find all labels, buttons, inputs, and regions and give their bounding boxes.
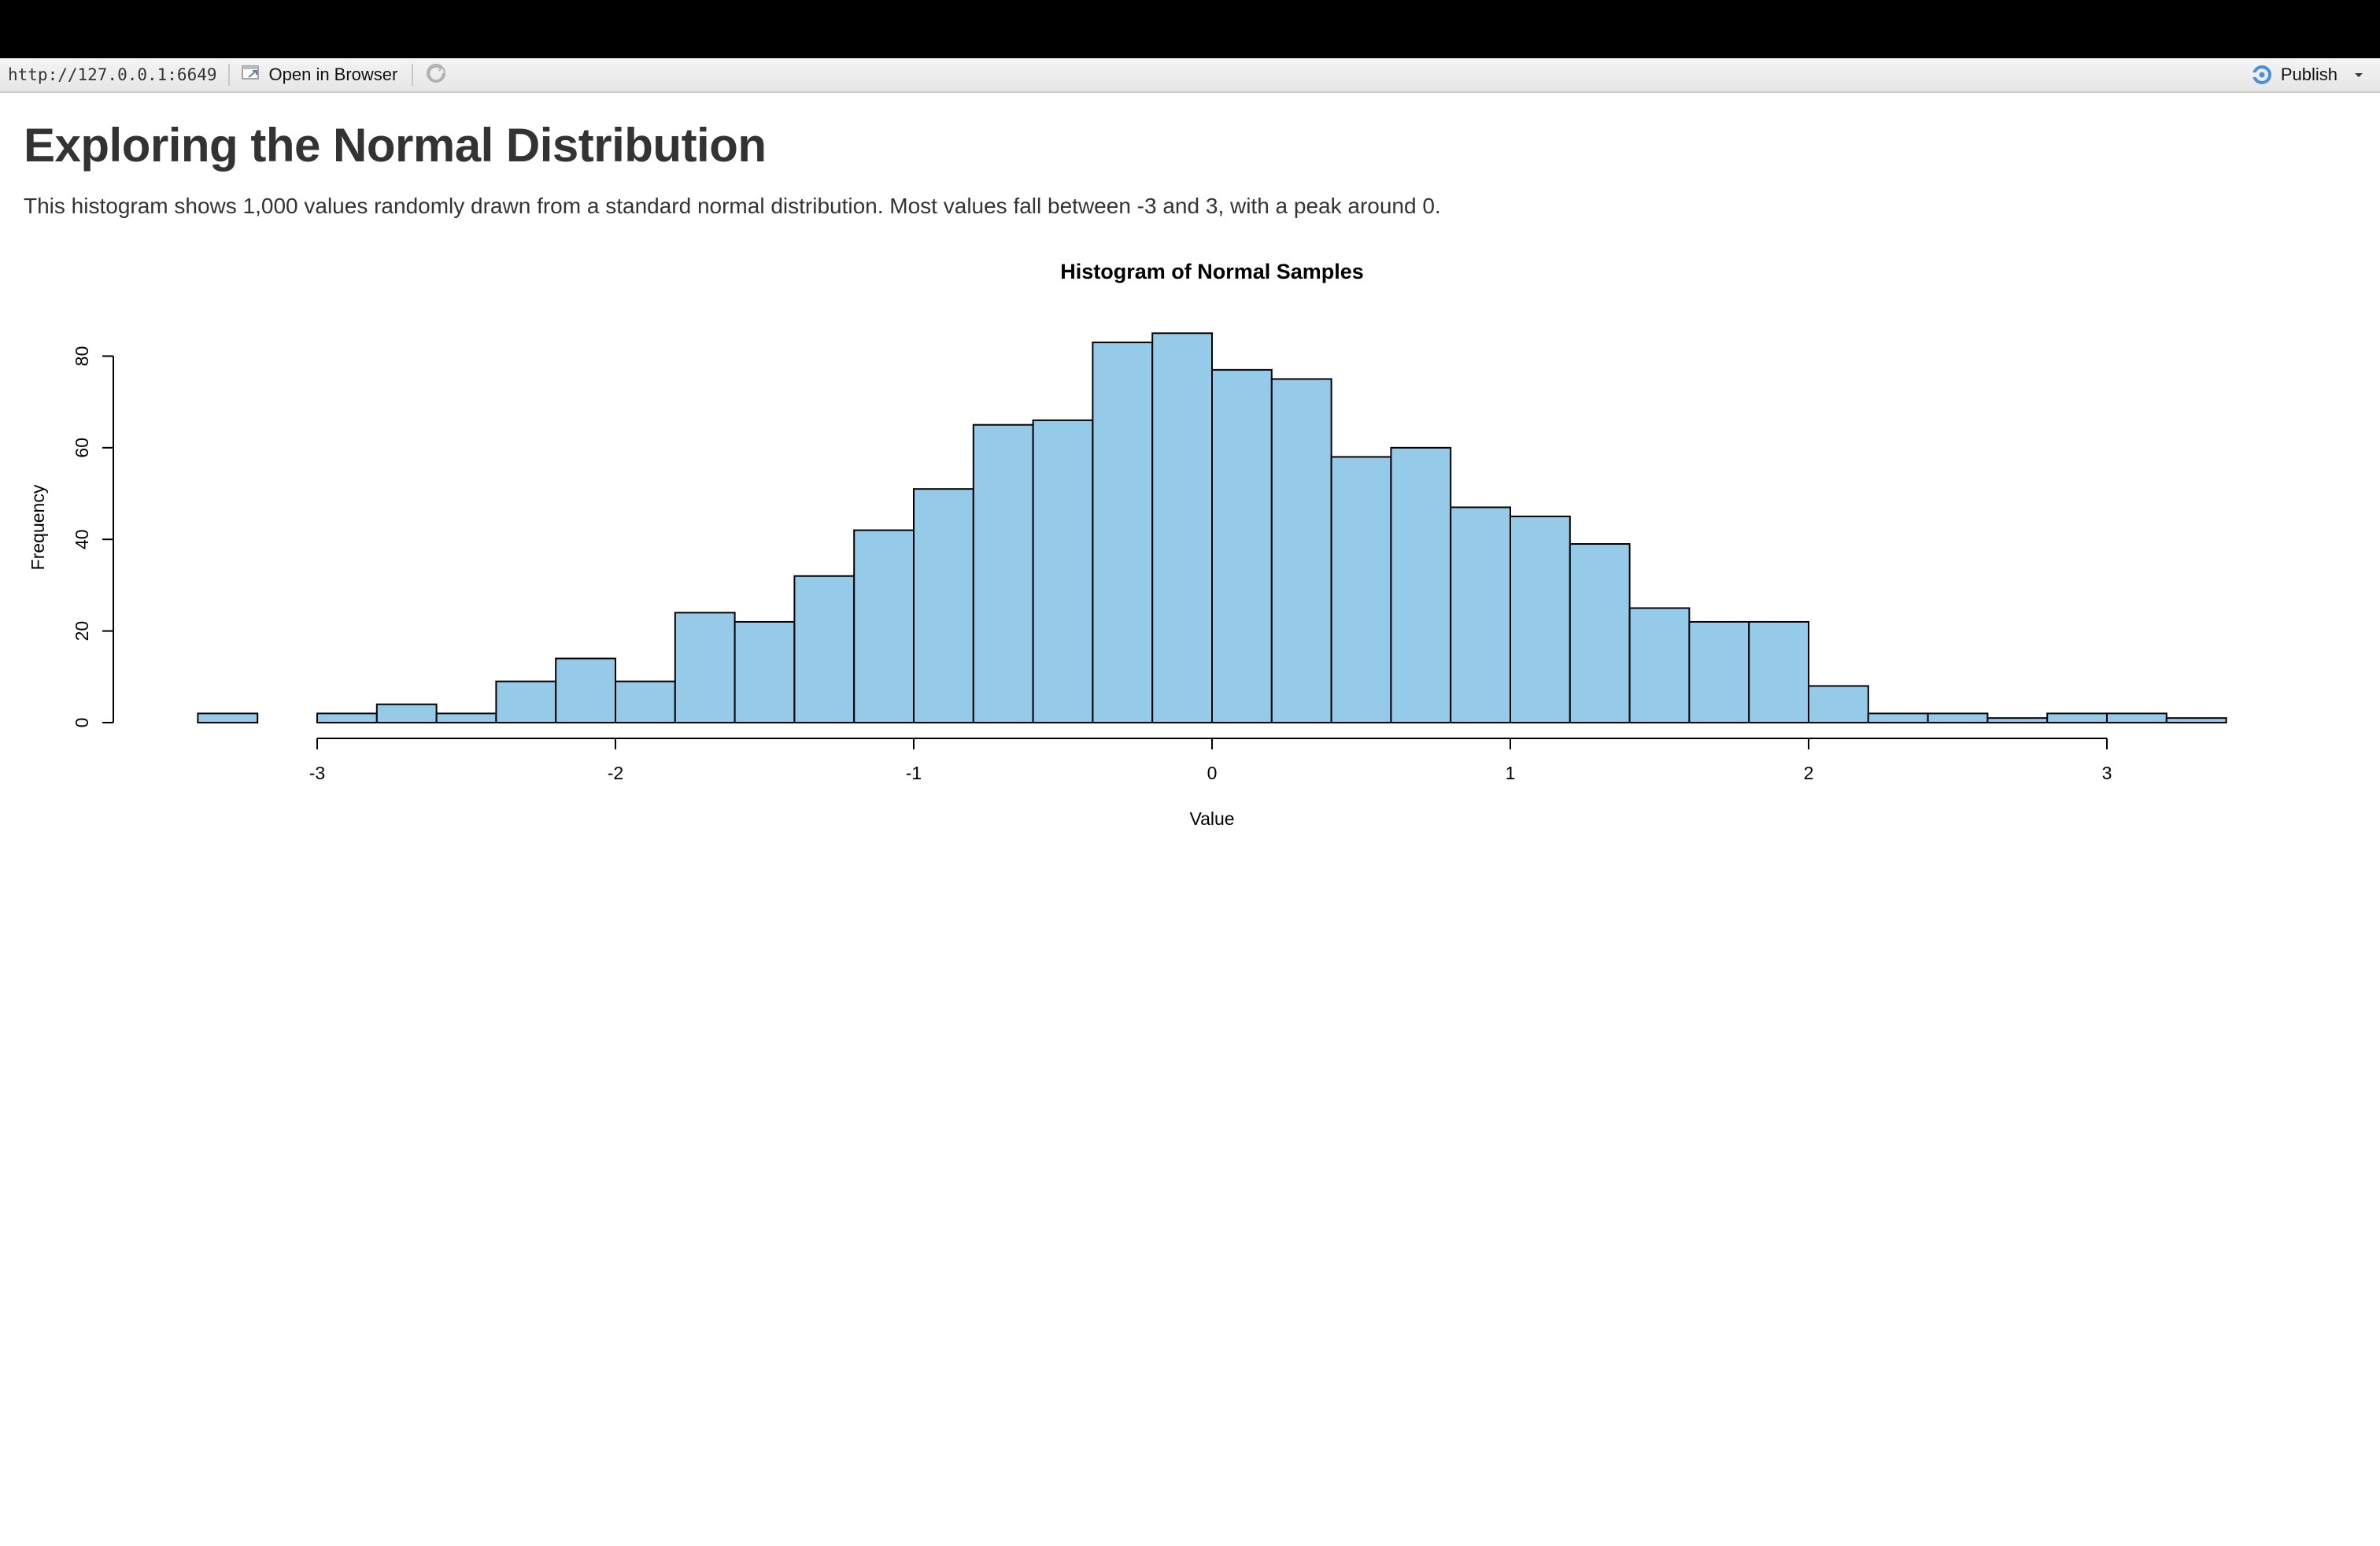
histogram-bar bbox=[316, 712, 378, 723]
histogram-bar bbox=[1867, 712, 1929, 723]
x-axis-label: Value bbox=[1189, 808, 1234, 829]
chart-title: Histogram of Normal Samples bbox=[1060, 260, 1364, 283]
y-tick-label: 60 bbox=[72, 438, 92, 458]
x-tick-label: -1 bbox=[906, 763, 922, 783]
histogram-bar bbox=[1986, 717, 2049, 723]
x-tick-label: -3 bbox=[309, 763, 325, 783]
histogram-bar bbox=[615, 680, 676, 723]
refresh-button[interactable] bbox=[424, 61, 448, 89]
publish-button[interactable]: Publish bbox=[2249, 58, 2364, 91]
histogram-bar bbox=[1748, 620, 1809, 723]
y-axis: 0 20 40 60 80 bbox=[72, 346, 114, 728]
histogram-bar bbox=[853, 529, 915, 723]
histogram-bar bbox=[1628, 607, 1691, 723]
page-description: This histogram shows 1,000 values random… bbox=[24, 194, 1441, 218]
histogram-bar bbox=[1151, 332, 1213, 724]
url-display: http://127.0.0.1:6649 bbox=[8, 65, 217, 84]
page-title: Exploring the Normal Distribution bbox=[24, 119, 767, 172]
histogram-bar bbox=[1688, 620, 1750, 723]
publish-icon bbox=[2249, 64, 2275, 86]
x-tick-label: 2 bbox=[1804, 763, 1814, 783]
histogram-bar bbox=[1211, 368, 1273, 724]
histogram-bar bbox=[1032, 419, 1094, 723]
x-tick-label: 1 bbox=[1506, 763, 1516, 783]
refresh-icon bbox=[424, 61, 448, 89]
histogram-bar bbox=[674, 612, 736, 723]
open-in-browser-label: Open in Browser bbox=[268, 65, 398, 84]
histogram-bar bbox=[2046, 712, 2108, 723]
viewer-toolbar: http://127.0.0.1:6649 Open in Browser bbox=[0, 58, 2380, 93]
histogram-bar bbox=[555, 657, 617, 724]
y-tick-label: 40 bbox=[72, 529, 92, 549]
histogram-bar bbox=[197, 712, 259, 723]
y-tick-label: 20 bbox=[72, 621, 92, 642]
x-tick-label: -2 bbox=[608, 763, 623, 783]
histogram-bar bbox=[1808, 685, 1869, 724]
histogram-bar bbox=[1927, 712, 1989, 723]
histogram-bar bbox=[1569, 543, 1631, 723]
histogram-bar bbox=[1330, 456, 1392, 723]
histogram-bar bbox=[1390, 446, 1452, 723]
histogram-bars bbox=[197, 332, 2227, 724]
histogram-bar bbox=[495, 680, 557, 723]
histogram-bar bbox=[2106, 712, 2168, 723]
histogram-bar bbox=[734, 620, 796, 723]
chevron-down-icon[interactable] bbox=[2353, 71, 2364, 79]
toolbar-divider bbox=[412, 64, 414, 86]
y-axis-label: Frequency bbox=[28, 484, 48, 570]
x-axis: -3 -2 -1 0 1 2 3 bbox=[309, 738, 2112, 783]
x-tick-label: 3 bbox=[2102, 763, 2112, 783]
histogram-bar bbox=[1270, 378, 1332, 723]
histogram-bar bbox=[375, 703, 438, 723]
histogram-bar bbox=[793, 575, 856, 724]
histogram-bar bbox=[1510, 516, 1571, 723]
histogram-bar bbox=[913, 488, 974, 723]
histogram-bar bbox=[1450, 506, 1511, 723]
toolbar-divider bbox=[227, 64, 230, 86]
x-tick-label: 0 bbox=[1207, 763, 1218, 783]
publish-label: Publish bbox=[2280, 65, 2338, 84]
y-tick-label: 0 bbox=[72, 718, 92, 728]
open-in-browser-button[interactable]: Open in Browser bbox=[241, 64, 412, 86]
histogram-bar bbox=[2165, 717, 2227, 723]
histogram-bar bbox=[435, 712, 497, 723]
window-top-bar bbox=[0, 0, 2380, 58]
open-in-browser-icon bbox=[241, 64, 269, 86]
y-tick-label: 80 bbox=[72, 346, 92, 367]
histogram-bar bbox=[1092, 341, 1154, 723]
histogram-bar bbox=[972, 423, 1034, 723]
